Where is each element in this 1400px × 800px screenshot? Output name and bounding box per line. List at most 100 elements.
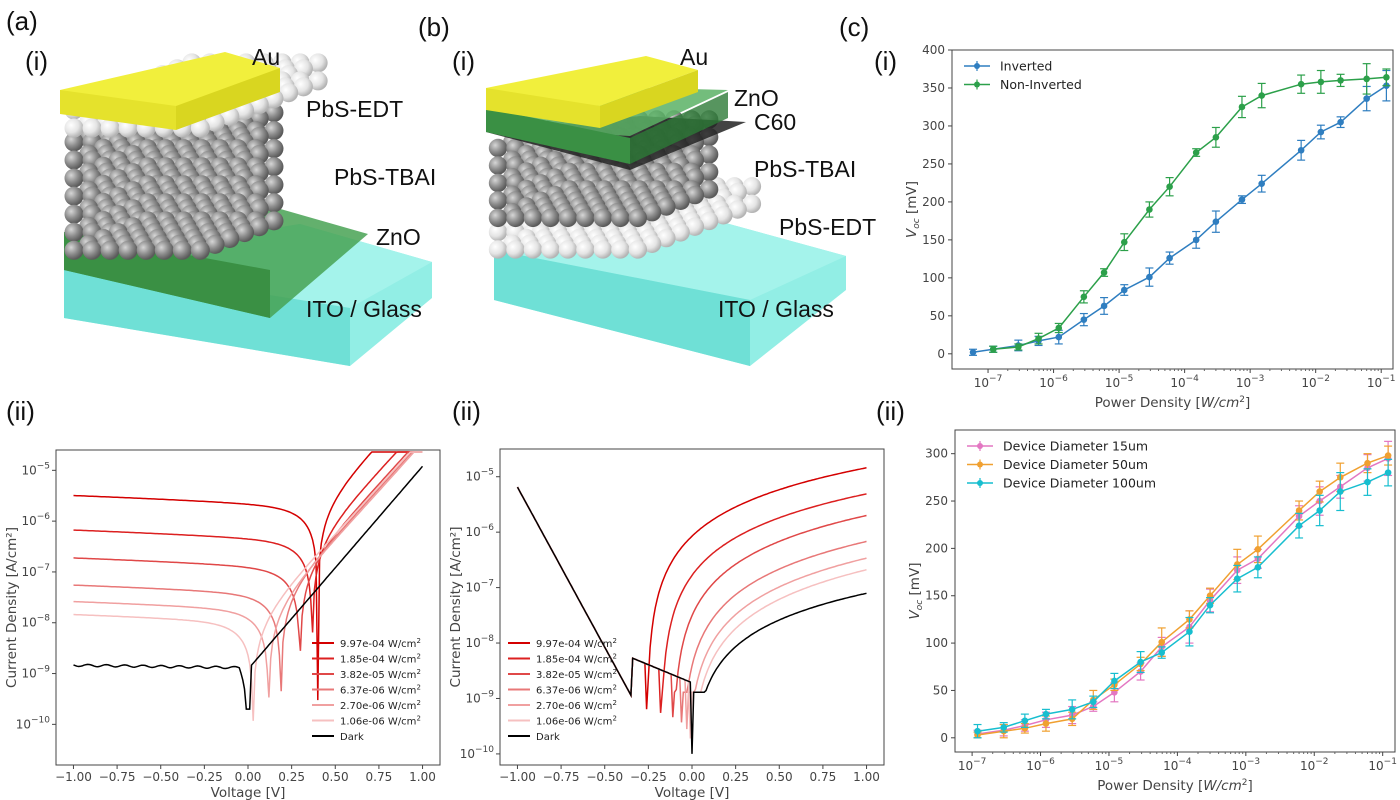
- layer-label-pbs-tbai: PbS-TBAI: [754, 156, 857, 182]
- x-tick-label: 10−3: [1236, 374, 1265, 390]
- x-tick-label: 10−2: [1301, 374, 1330, 390]
- x-axis-label: Voltage [V]: [211, 785, 286, 800]
- data-point: [1089, 698, 1097, 706]
- x-tick-label: 10−2: [1300, 757, 1329, 773]
- nanocrystal: [628, 240, 648, 259]
- panel-b-label: (b): [418, 12, 450, 42]
- nanocrystal: [82, 240, 102, 260]
- legend-label: 3.82e-05 W/cm2: [340, 668, 421, 681]
- nanocrystal: [628, 208, 648, 228]
- nanocrystal: [264, 211, 284, 231]
- data-point: [1158, 649, 1166, 656]
- nanocrystal: [488, 156, 508, 175]
- chart-voc-vs-power-device-diameter: 10−7 10−6 10−5 10−4 10−3 10−2 10−1 0 50 100 150 200…: [907, 429, 1397, 794]
- x-tick-label: −0.25: [630, 770, 667, 784]
- series-line-1: [977, 454, 1389, 736]
- nanocrystal: [190, 240, 210, 260]
- nanocrystal: [742, 194, 762, 214]
- data-point: [1000, 724, 1008, 731]
- layer-label-c60: C60: [754, 109, 797, 135]
- legend-label: Non-Inverted: [1000, 77, 1082, 92]
- panel-a-label: (a): [6, 6, 38, 36]
- y-tick-label: 250: [925, 494, 948, 508]
- data-point: [1363, 75, 1370, 83]
- nanocrystal: [100, 118, 120, 138]
- x-axis-label: Power Density [W/cm2]: [1095, 395, 1251, 411]
- series-line-2: [516, 486, 867, 718]
- nanocrystal: [279, 83, 299, 103]
- x-tick-label: 10−1: [1367, 374, 1396, 390]
- layer-label-pbs-edt: PbS-EDT: [779, 214, 877, 240]
- x-tick-label: 10−3: [1232, 757, 1261, 773]
- data-point: [1015, 343, 1022, 351]
- nanocrystal: [136, 240, 156, 260]
- data-point: [1337, 118, 1344, 126]
- nanocrystal: [576, 240, 595, 259]
- x-tick-label: 10−6: [1039, 374, 1068, 390]
- nanocrystal: [488, 191, 508, 210]
- nanocrystal: [488, 222, 508, 242]
- nanocrystal: [64, 150, 84, 170]
- x-tick-label: 0.00: [679, 770, 706, 784]
- chart-voc-vs-power-inverted-vs-noninverted: 10−7 10−6 10−5 10−4 10−3 10−2 10−1 0 50 100 150 200…: [904, 43, 1396, 411]
- legend-label: 9.97e-04 W/cm2: [340, 637, 421, 650]
- x-tick-label: 0.50: [322, 770, 349, 784]
- nanocrystal: [699, 162, 719, 182]
- au-layer: [486, 56, 698, 128]
- data-point: [1364, 478, 1371, 486]
- data-point: [1316, 507, 1323, 514]
- data-point: [1042, 720, 1050, 727]
- panel-c-i-label: (i): [874, 46, 898, 76]
- x-tick-label: −1.00: [499, 770, 536, 784]
- legend-label: 1.85e-04 W/cm2: [536, 653, 617, 666]
- nanocrystal: [742, 177, 762, 196]
- nanocrystal: [264, 157, 284, 177]
- x-tick-label: 10−7: [974, 374, 1003, 390]
- nanocrystal: [235, 223, 255, 243]
- nanocrystal: [699, 145, 719, 164]
- data-point: [1158, 638, 1166, 646]
- y-tick-label: 400: [922, 43, 945, 57]
- x-tick-label: 0.00: [235, 770, 262, 784]
- nanocrystal: [264, 139, 284, 159]
- panel-a-i-label: (i): [25, 46, 49, 76]
- series-line-4: [73, 451, 423, 698]
- data-point: [1363, 95, 1370, 102]
- legend-label: 6.37e-06 W/cm2: [340, 684, 421, 697]
- legend-label: Device Diameter 50um: [1003, 457, 1148, 472]
- nanocrystal: [64, 118, 84, 138]
- nanocrystal: [488, 173, 508, 193]
- nanocrystal: [593, 208, 613, 228]
- nanocrystal: [205, 234, 225, 254]
- nanocrystal: [64, 204, 84, 224]
- nanocrystal: [642, 234, 662, 253]
- y-tick-label: 10−8: [21, 614, 50, 630]
- series-line-1: [993, 76, 1387, 351]
- data-point: [1120, 286, 1128, 294]
- nanocrystal: [576, 208, 595, 228]
- nanocrystal: [64, 222, 84, 242]
- data-point: [1021, 725, 1029, 732]
- legend-label: 1.85e-04 W/cm2: [340, 653, 421, 666]
- nanocrystal: [506, 240, 525, 259]
- nanocrystal: [699, 180, 719, 199]
- nanocrystal: [488, 240, 508, 259]
- x-axis-label: Voltage [V]: [655, 785, 730, 800]
- series-line-6: [73, 465, 424, 710]
- data-point: [1166, 254, 1173, 262]
- nanocrystal: [264, 103, 284, 123]
- x-tick-label: −0.25: [186, 770, 223, 784]
- data-point: [1035, 335, 1042, 342]
- data-point: [1100, 269, 1108, 276]
- series-line-5: [73, 451, 423, 721]
- y-tick-label: 0: [940, 731, 948, 745]
- x-tick-label: 0.50: [766, 770, 793, 784]
- x-tick-label: −0.50: [586, 770, 623, 784]
- nanocrystal: [699, 211, 719, 231]
- nanocrystal: [685, 217, 705, 236]
- data-point: [1212, 134, 1220, 141]
- nanocrystal: [541, 240, 560, 259]
- data-point: [1364, 459, 1371, 467]
- x-tick-label: 10−4: [1170, 374, 1199, 390]
- x-tick-label: 10−5: [1095, 757, 1124, 773]
